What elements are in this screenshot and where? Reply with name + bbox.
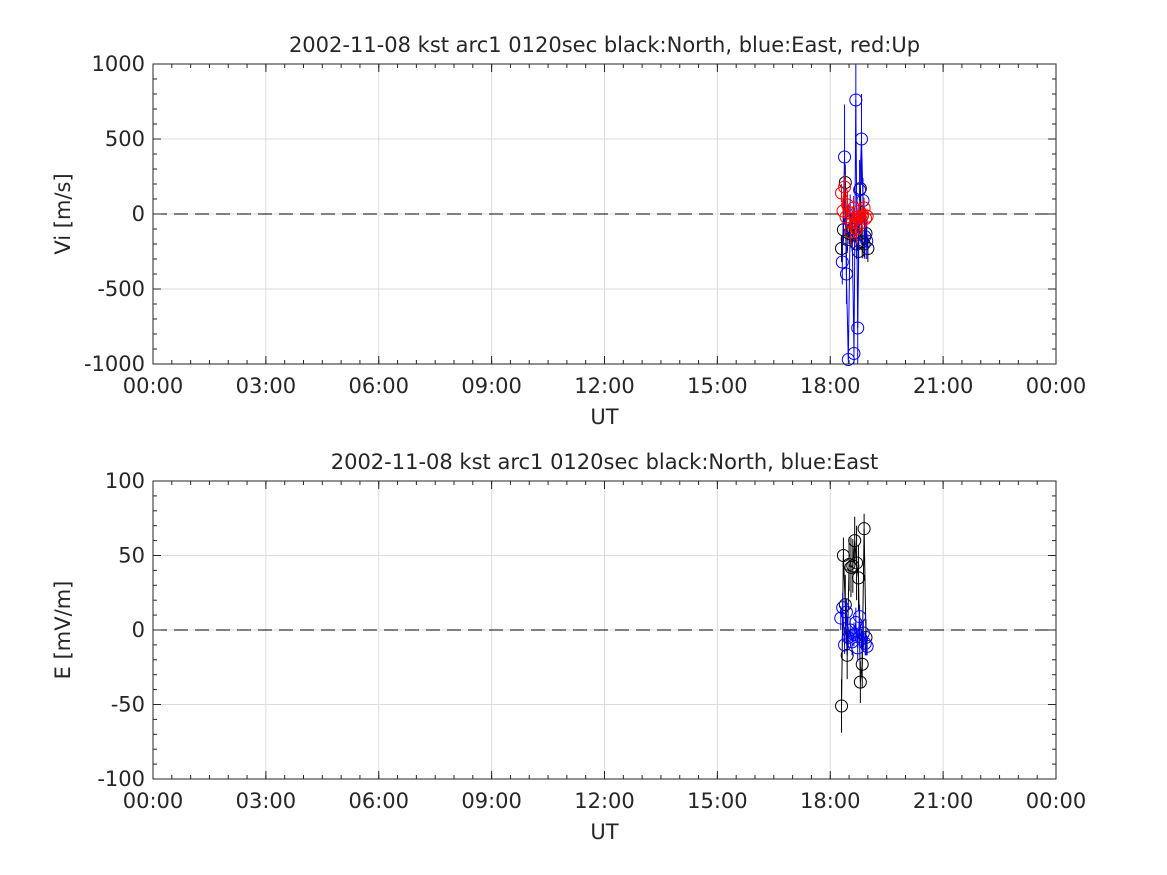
panel2-xtick-label: 03:00 xyxy=(236,789,297,813)
panel1-series-up xyxy=(835,175,874,246)
panel2-xtick-label: 18:00 xyxy=(800,789,861,813)
panel2-xlabel: UT xyxy=(590,820,618,844)
panel2-north-point xyxy=(853,675,867,689)
panel1-up-point xyxy=(838,180,852,194)
panel1-ytick-label: 500 xyxy=(105,127,145,151)
panel2-ytick-label: 0 xyxy=(132,618,145,642)
panel1-xtick-label: 21:00 xyxy=(913,374,974,398)
panel1-xtick-label: 12:00 xyxy=(574,374,635,398)
panel1-up-point xyxy=(859,212,873,225)
panel2-north-point xyxy=(851,571,865,585)
panel1-east-point xyxy=(854,132,868,146)
panel2-east-point xyxy=(851,641,865,655)
panel1-ylabel: Vi [m/s] xyxy=(51,173,75,254)
panel2-north-point xyxy=(857,522,871,536)
panel2-north-point xyxy=(838,598,852,612)
panel1-xtick-label: 09:00 xyxy=(461,374,522,398)
panel1-ytick-label: 1000 xyxy=(92,52,145,76)
panel2-xtick-label: 06:00 xyxy=(348,789,409,813)
panel1-north-point xyxy=(861,242,875,255)
panel1-ytick-label: -500 xyxy=(97,277,145,301)
panel2-xtick-label: 12:00 xyxy=(574,789,635,813)
panel2-ytick-label: -100 xyxy=(97,767,145,791)
panel2-east-point xyxy=(853,610,867,624)
panel2-north-point xyxy=(848,534,862,548)
panel2-xtick-label: 00:00 xyxy=(123,789,184,813)
panel2-east-point xyxy=(860,639,874,653)
panel1-east-point xyxy=(860,234,874,248)
panel2-series-east xyxy=(834,592,874,662)
panel1: 00:00 03:00 06:00 09:00 12:00 15:00 18:00 21:00… xyxy=(51,33,1086,429)
panel1-east-point xyxy=(835,255,849,269)
panel1-xtick-label: 06:00 xyxy=(348,374,409,398)
panel1-east-point xyxy=(847,347,861,360)
panel2-north-point xyxy=(850,556,864,570)
panel2-east-point xyxy=(836,601,850,615)
panel1-north-point xyxy=(857,237,871,251)
panel2-xtick-label: 00:00 xyxy=(1026,789,1087,813)
panel2-north-point xyxy=(835,699,849,713)
panel2-north-point xyxy=(855,657,869,671)
panel2-east-point xyxy=(858,636,872,650)
panel1-xtick-label: 03:00 xyxy=(236,374,297,398)
panel1-east-point xyxy=(851,321,865,335)
panel1-east-point xyxy=(838,150,852,164)
panel1-title: 2002-11-08 kst arc1 0120sec black:North,… xyxy=(289,33,920,57)
panel2-east-point xyxy=(856,626,870,640)
panel2-east-point xyxy=(838,638,852,652)
panel1-xtick-label: 00:00 xyxy=(1026,374,1087,398)
panel2-xtick-label: 21:00 xyxy=(913,789,974,813)
panel2-ytick-label: 100 xyxy=(105,469,145,493)
panel2-title: 2002-11-08 kst arc1 0120sec black:North,… xyxy=(331,450,879,474)
panel1-xtick-label: 18:00 xyxy=(800,374,861,398)
panel1-up-point xyxy=(835,186,849,200)
panel2-ytick-label: 50 xyxy=(118,544,145,568)
panel1-ytick-label: 0 xyxy=(132,202,145,226)
panel1-up-point xyxy=(856,209,870,222)
panel1-east-point xyxy=(839,267,853,281)
panel1-ytick-label: -1000 xyxy=(84,352,145,376)
panel2-xtick-label: 15:00 xyxy=(687,789,748,813)
panel2-east-point xyxy=(839,605,853,619)
panel2-xtick-label: 09:00 xyxy=(461,789,522,813)
panel2-ytick-label: -50 xyxy=(111,693,145,717)
panel1-xlabel: UT xyxy=(590,405,618,429)
panel1-xtick-label: 00:00 xyxy=(123,374,184,398)
panel1-up-point xyxy=(857,201,871,215)
panel2-ylabel: E [mV/m] xyxy=(51,581,75,680)
panel2-north-point xyxy=(840,648,854,662)
panel1-up-point xyxy=(860,209,874,223)
panel1-xtick-label: 15:00 xyxy=(687,374,748,398)
panel2: 00:00 03:00 06:00 09:00 12:00 15:00 18:00 21:00… xyxy=(51,450,1086,844)
